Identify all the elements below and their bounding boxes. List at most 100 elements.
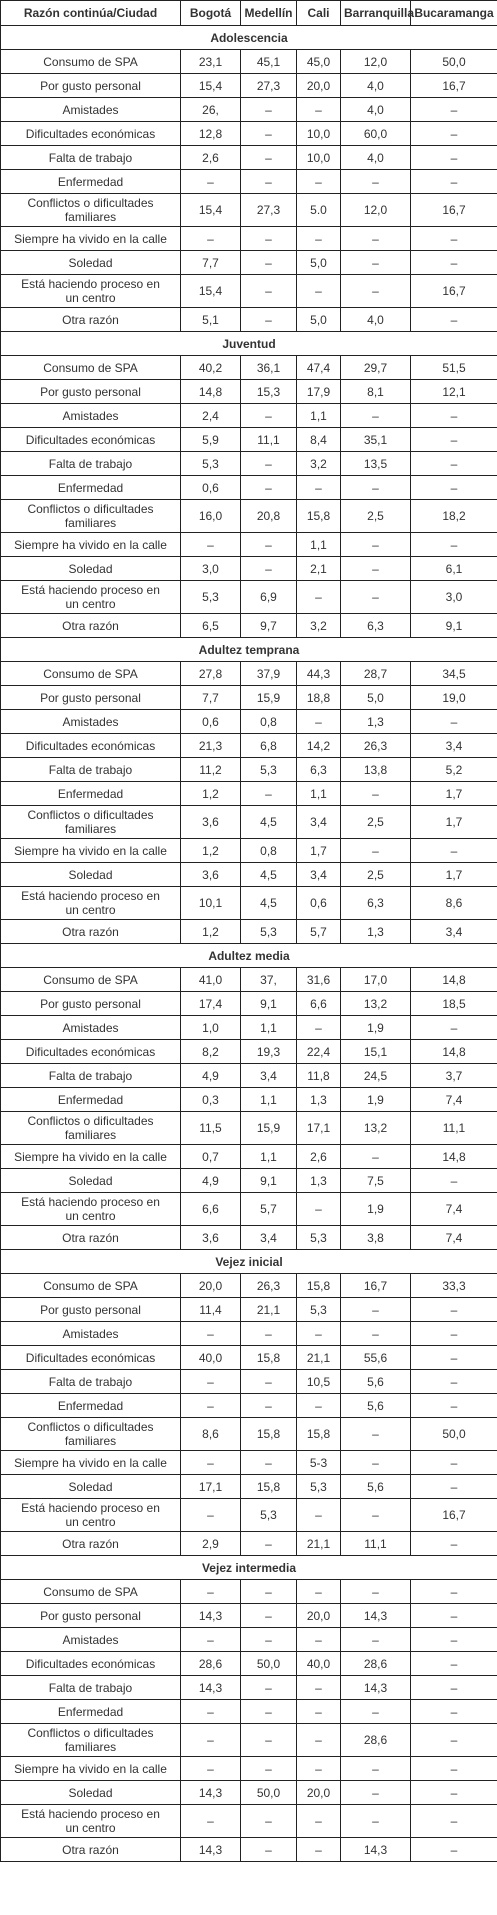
value-cell: 28,6 (340, 1723, 411, 1757)
value-cell: – (410, 250, 497, 275)
row-label: Consumo de SPA (0, 967, 181, 992)
value-cell: 50,0 (240, 1651, 297, 1676)
value-cell: 50,0 (410, 1417, 497, 1451)
value-cell: – (410, 1804, 497, 1838)
value-cell: 7,4 (410, 1225, 497, 1250)
value-cell: 14,3 (340, 1603, 411, 1628)
value-cell: – (296, 1579, 341, 1604)
value-cell: – (240, 532, 297, 557)
data-row: Conflictos o dificultades familiares 8,6 1… (0, 1417, 497, 1451)
value-cell: – (340, 403, 411, 428)
value-cell: – (296, 1837, 341, 1862)
value-cell: – (180, 1627, 241, 1652)
value-cell: – (410, 532, 497, 557)
value-cell: 1,1 (296, 781, 341, 806)
data-row: Siempre ha vivido en la calle 0,7 1,1 2,6–1… (0, 1144, 497, 1169)
data-row: Siempre ha vivido en la calle – –1,1– – (0, 532, 497, 557)
data-row: Consumo de SPA 41,0 37, 31,6 17,0 14,8 (0, 967, 497, 992)
row-label: Está haciendo proceso en un centro (0, 580, 181, 614)
value-cell: 2,1 (296, 556, 341, 581)
value-cell: 16,0 (180, 499, 241, 533)
data-row: Está haciendo proceso en un centro – – – – – (0, 1804, 497, 1838)
value-cell: 1,7 (410, 781, 497, 806)
value-cell: 5,3 (240, 757, 297, 782)
data-row: Dificultades económicas 5,9 11,1 8,4 35,1– (0, 427, 497, 452)
value-cell: 14,8 (180, 379, 241, 404)
value-cell: 1,9 (340, 1087, 411, 1112)
data-row: Está haciendo proceso en un centro 15,4– –… (0, 274, 497, 308)
value-cell: 5,3 (296, 1474, 341, 1499)
value-cell: 26,3 (340, 733, 411, 758)
value-cell: 5,3 (180, 451, 241, 476)
row-label: Falta de trabajo (0, 757, 181, 782)
header-cell: Bucaramanga (410, 0, 497, 26)
value-cell: 41,0 (180, 967, 241, 992)
value-cell: 15,4 (180, 193, 241, 227)
value-cell: 36,1 (240, 355, 297, 380)
value-cell: 1,1 (240, 1015, 297, 1040)
value-cell: 15,8 (240, 1345, 297, 1370)
value-cell: – (240, 274, 297, 308)
value-cell: – (296, 475, 341, 500)
row-label: Soledad (0, 1780, 181, 1805)
value-cell: 7,7 (180, 250, 241, 275)
value-cell: – (410, 1015, 497, 1040)
value-cell: 2,5 (340, 862, 411, 887)
value-cell: 3,2 (296, 451, 341, 476)
value-cell: – (296, 1393, 341, 1418)
data-row: Consumo de SPA 40,2 36,1 47,4 29,7 51,5 (0, 355, 497, 380)
value-cell: 26, (180, 97, 241, 122)
value-cell: 10,1 (180, 886, 241, 920)
value-cell: 6,9 (240, 580, 297, 614)
value-cell: 3,8 (340, 1225, 411, 1250)
value-cell: – (296, 1804, 341, 1838)
row-label: Falta de trabajo (0, 145, 181, 170)
row-label: Otra razón (0, 1531, 181, 1556)
value-cell: – (296, 97, 341, 122)
data-row: Otra razón 14,3– –14,3– (0, 1837, 497, 1862)
value-cell: – (240, 121, 297, 146)
value-cell: – (180, 1804, 241, 1838)
value-cell: 1,2 (180, 838, 241, 863)
row-label: Consumo de SPA (0, 1579, 181, 1604)
value-cell: – (240, 475, 297, 500)
row-label: Está haciendo proceso en un centro (0, 1192, 181, 1226)
section-title: Juventud (0, 331, 497, 356)
value-cell: 19,3 (240, 1039, 297, 1064)
value-cell: 5,1 (180, 307, 241, 332)
value-cell: 3,0 (180, 556, 241, 581)
value-cell: 37, (240, 967, 297, 992)
row-label: Conflictos o dificultades familiares (0, 193, 181, 227)
header-cell: Bogotá (180, 0, 241, 26)
data-row: Conflictos o dificultades familiares 11,5… (0, 1111, 497, 1145)
value-cell: 0,6 (180, 475, 241, 500)
value-cell: – (410, 1474, 497, 1499)
value-cell: 21,1 (240, 1297, 297, 1322)
data-row: Conflictos o dificultades familiares 3,6 4… (0, 805, 497, 839)
value-cell: 1,7 (410, 805, 497, 839)
value-cell: – (180, 1450, 241, 1475)
value-cell: 0,3 (180, 1087, 241, 1112)
value-cell: 6,6 (296, 991, 341, 1016)
data-row: Consumo de SPA 23,1 45,1 45,0 12,0 50,0 (0, 49, 497, 74)
value-cell: 4,0 (340, 73, 411, 98)
value-cell: – (180, 1369, 241, 1394)
value-cell: – (340, 556, 411, 581)
data-row: Amistades 26, – –4,0– (0, 97, 497, 122)
value-cell: 14,3 (340, 1837, 411, 1862)
value-cell: 15,9 (240, 685, 297, 710)
value-cell: 6,3 (340, 886, 411, 920)
value-cell: – (296, 1627, 341, 1652)
value-cell: 20,0 (296, 73, 341, 98)
value-cell: 2,9 (180, 1531, 241, 1556)
value-cell: 11,2 (180, 757, 241, 782)
value-cell: 21,3 (180, 733, 241, 758)
value-cell: 5.0 (296, 193, 341, 227)
value-cell: 5,3 (240, 1498, 297, 1532)
value-cell: 16,7 (410, 274, 497, 308)
data-row: Otra razón 6,5 9,7 3,2 6,3 9,1 (0, 613, 497, 638)
value-cell: 7,5 (340, 1168, 411, 1193)
data-table: Razón continúa/Ciudad Bogotá Medellín Cali B… (0, 0, 497, 1862)
row-label: Falta de trabajo (0, 1369, 181, 1394)
row-label: Soledad (0, 556, 181, 581)
